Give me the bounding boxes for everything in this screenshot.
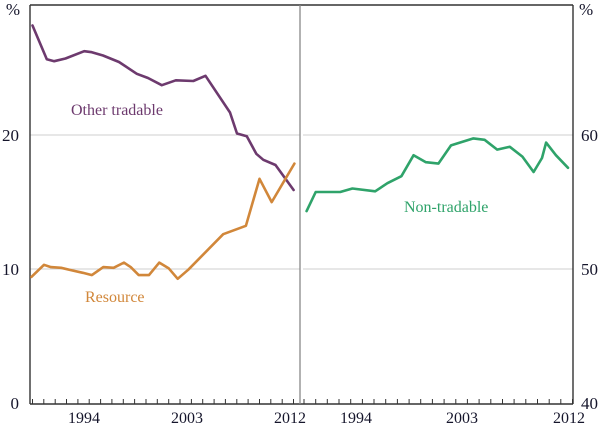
svg-text:2012: 2012 xyxy=(553,410,585,427)
svg-text:10: 10 xyxy=(2,260,19,279)
svg-text:0: 0 xyxy=(11,394,20,413)
svg-text:%: % xyxy=(579,0,593,19)
svg-text:Resource: Resource xyxy=(85,289,145,306)
svg-text:60: 60 xyxy=(581,126,598,145)
svg-text:2003: 2003 xyxy=(171,410,203,427)
svg-text:Other tradable: Other tradable xyxy=(71,102,163,119)
svg-text:Non-tradable: Non-tradable xyxy=(404,199,488,216)
svg-text:20: 20 xyxy=(2,126,19,145)
svg-text:%: % xyxy=(6,0,20,19)
svg-text:50: 50 xyxy=(581,260,598,279)
svg-text:2003: 2003 xyxy=(446,410,478,427)
svg-text:1994: 1994 xyxy=(340,410,372,427)
svg-text:2012: 2012 xyxy=(274,410,306,427)
svg-text:1994: 1994 xyxy=(68,410,100,427)
